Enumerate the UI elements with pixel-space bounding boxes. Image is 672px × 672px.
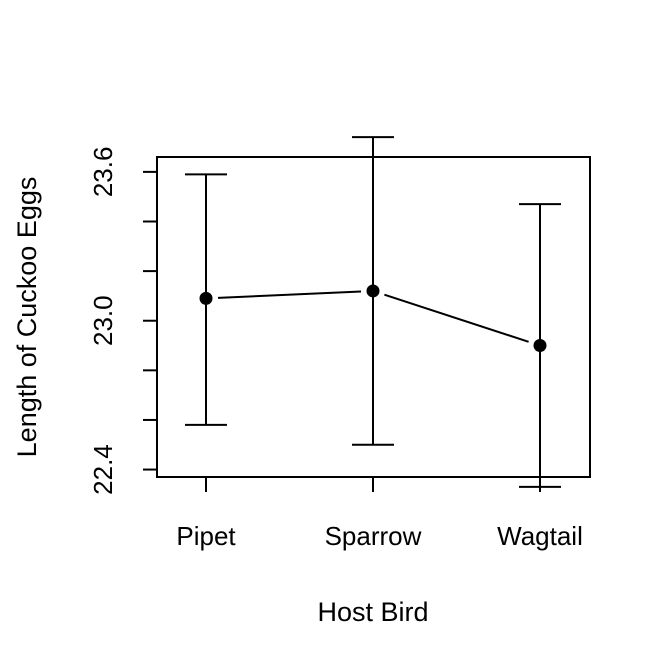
x-tick-label: Sparrow [325,521,422,551]
error-bars [185,136,561,488]
mean-point [199,291,213,305]
y-axis: 22.4 23.0 23.6 [88,147,157,495]
y-tick-label: 23.6 [88,147,118,198]
mean-line-segment [217,290,362,299]
y-axis-title: Length of Cuckoo Eggs [12,177,42,458]
mean-point [533,339,547,353]
mean-points [199,284,547,353]
x-axis-title: Host Bird [317,597,428,627]
mean-point [366,284,380,298]
x-tick-label: Wagtail [497,521,583,551]
y-tick-label: 23.0 [88,295,118,346]
mean-line [217,290,529,343]
x-axis: Pipet Sparrow Wagtail [176,477,583,551]
y-tick-label: 22.4 [88,444,118,495]
mean-line-segment [384,293,529,343]
x-tick-label: Pipet [176,521,236,551]
